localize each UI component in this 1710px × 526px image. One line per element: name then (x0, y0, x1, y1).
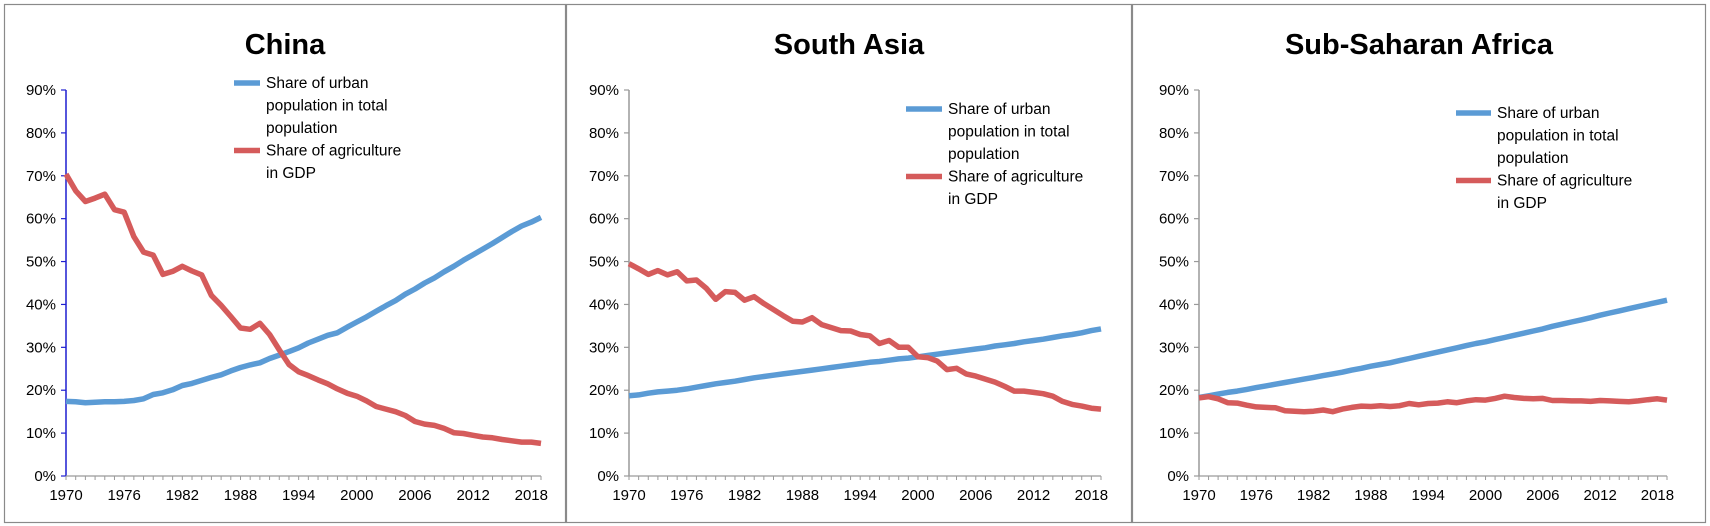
series-line-urban-share (628, 326, 1102, 399)
x-tick-label: 2006 (959, 487, 992, 504)
x-tick-label: 2000 (901, 487, 934, 504)
legend-label: population (1497, 150, 1569, 167)
panel-border (1131, 3, 1707, 524)
x-tick-label: 1982 (166, 487, 199, 504)
x-tick-label: 1994 (282, 487, 315, 504)
legend-label: in GDP (266, 165, 316, 182)
x-tick-label: 1970 (49, 487, 82, 504)
legend-label: in GDP (1497, 195, 1547, 212)
x-tick-label: 1988 (224, 487, 257, 504)
x-tick-label: 2012 (1583, 487, 1616, 504)
series-line-agriculture-share (627, 261, 1102, 412)
legend-label: Share of agriculture (1497, 173, 1632, 190)
chart-title: Sub-Saharan Africa (1285, 29, 1554, 61)
y-tick-label: 80% (589, 125, 619, 142)
series-line-urban-share (1198, 297, 1668, 401)
y-tick-label: 20% (589, 382, 619, 399)
y-tick-label: 80% (1159, 125, 1189, 142)
y-tick-label: 40% (1159, 296, 1189, 313)
chart-panel-3: Sub-Saharan Africa 0% 10% 20% 30% 40% 50% 60% 70… (1131, 3, 1707, 524)
legend-label: Share of urban (266, 75, 369, 92)
x-tick-label: 2006 (398, 487, 431, 504)
series-line-urban-share (65, 214, 543, 406)
chart-title: South Asia (774, 29, 925, 61)
y-tick-label: 10% (1159, 425, 1189, 442)
x-tick-label: 2006 (1526, 487, 1559, 504)
x-tick-label: 2012 (456, 487, 489, 504)
y-tick-label: 30% (589, 339, 619, 356)
legend-label: population in total (1497, 128, 1619, 145)
x-tick-label: 1988 (1354, 487, 1387, 504)
legend-label: Share of agriculture (266, 143, 401, 160)
x-tick-label: 1982 (1297, 487, 1330, 504)
chart-panel-2: South Asia 0% 10% 20% 30% 40% 50% 60% 70% 80% 90% 1… (565, 3, 1133, 524)
x-tick-label: 1976 (670, 487, 703, 504)
y-tick-label: 50% (589, 254, 619, 271)
legend-label: population (948, 146, 1020, 163)
y-tick-label: 90% (589, 82, 619, 99)
y-tick-label: 60% (1159, 211, 1189, 228)
y-tick-label: 0% (34, 468, 56, 485)
x-tick-label: 1970 (612, 487, 645, 504)
x-tick-label: 2000 (1469, 487, 1502, 504)
legend-label: population (266, 120, 338, 137)
x-tick-label: 2012 (1017, 487, 1050, 504)
y-tick-label: 80% (26, 125, 56, 142)
chart-title: China (245, 29, 326, 61)
series-line-agriculture-share (63, 172, 542, 447)
x-tick-label: 2018 (1641, 487, 1674, 504)
legend-label: population in total (948, 124, 1070, 141)
y-tick-label: 70% (589, 168, 619, 185)
y-tick-label: 30% (26, 339, 56, 356)
y-tick-label: 50% (1159, 254, 1189, 271)
x-tick-label: 1976 (1240, 487, 1273, 504)
y-tick-label: 90% (1159, 82, 1189, 99)
x-tick-label: 2000 (340, 487, 373, 504)
x-tick-label: 1988 (786, 487, 819, 504)
panel-border (565, 3, 1133, 524)
x-tick-label: 1970 (1182, 487, 1215, 504)
y-tick-label: 10% (589, 425, 619, 442)
chart-panel-1: China 0% 10% 20% 30% 40% 50% 60% 70% 80% 90% 1970 19… (3, 3, 567, 524)
x-tick-label: 1994 (843, 487, 876, 504)
legend-label: in GDP (948, 191, 998, 208)
x-tick-label: 2018 (515, 487, 548, 504)
y-tick-label: 10% (26, 425, 56, 442)
y-tick-label: 60% (589, 211, 619, 228)
y-tick-label: 60% (26, 211, 56, 228)
x-tick-label: 1982 (728, 487, 761, 504)
y-tick-label: 40% (589, 296, 619, 313)
y-tick-label: 90% (26, 82, 56, 99)
y-tick-label: 0% (1167, 468, 1189, 485)
y-tick-label: 20% (1159, 382, 1189, 399)
x-tick-label: 1976 (107, 487, 140, 504)
y-tick-label: 70% (1159, 168, 1189, 185)
y-tick-label: 0% (597, 468, 619, 485)
y-tick-label: 30% (1159, 339, 1189, 356)
legend-label: Share of urban (948, 101, 1051, 118)
legend-label: population in total (266, 98, 388, 115)
y-tick-label: 20% (26, 382, 56, 399)
legend-label: Share of agriculture (948, 169, 1083, 186)
y-tick-label: 50% (26, 254, 56, 271)
legend-label: Share of urban (1497, 105, 1600, 122)
x-tick-label: 2018 (1075, 487, 1108, 504)
y-tick-label: 40% (26, 296, 56, 313)
y-tick-label: 70% (26, 168, 56, 185)
x-tick-label: 1994 (1412, 487, 1445, 504)
series-line-agriculture-share (1198, 393, 1668, 415)
